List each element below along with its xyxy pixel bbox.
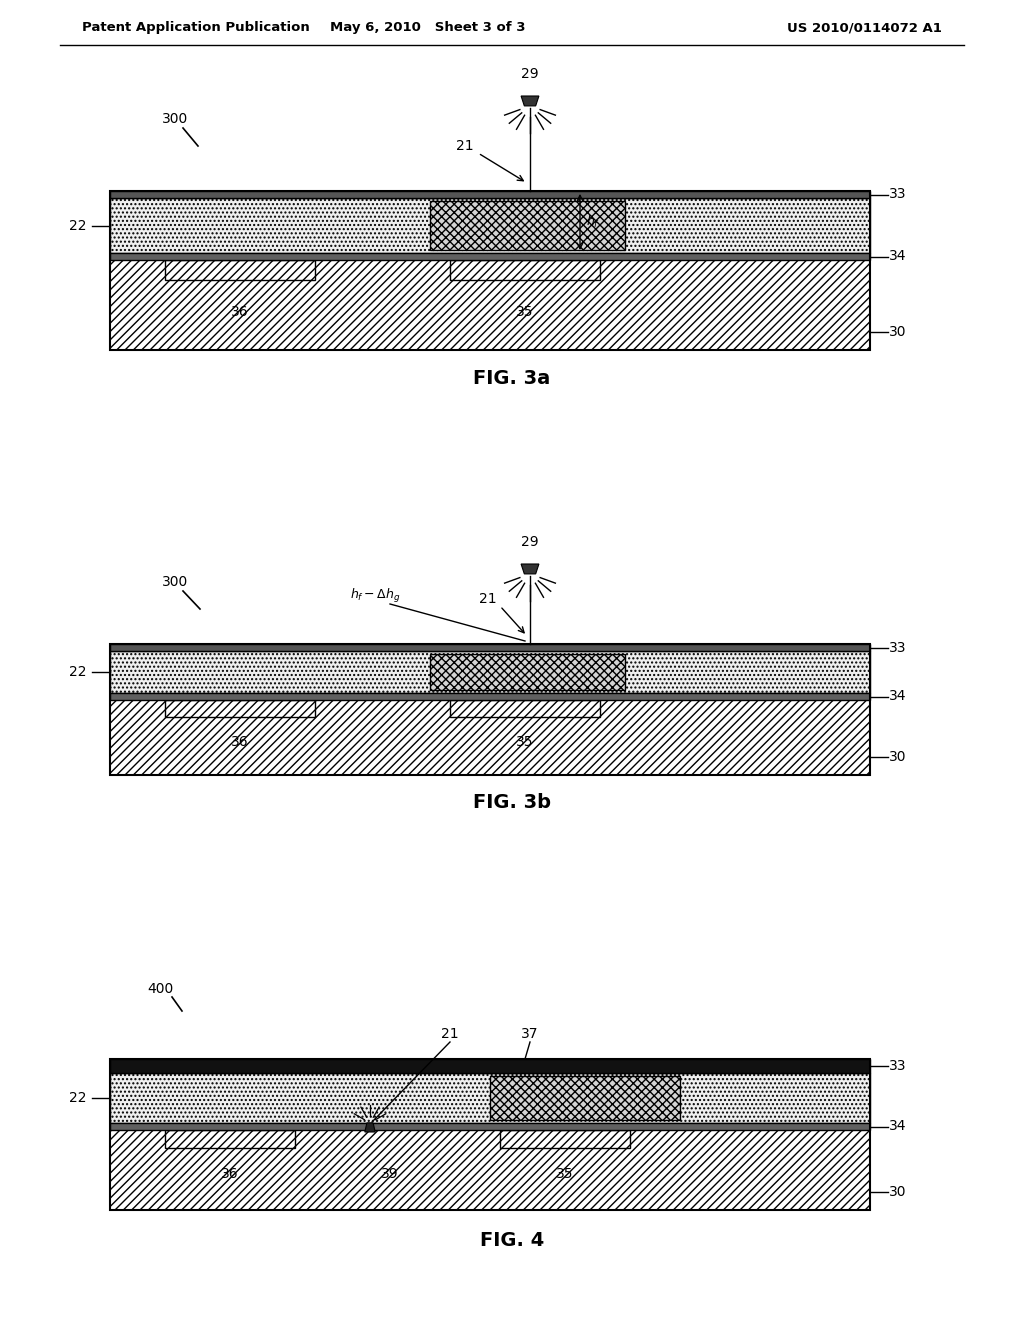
Text: 37: 37 (521, 1027, 539, 1041)
Text: 300: 300 (162, 576, 188, 589)
Bar (110, 191, 870, 350)
Text: 34: 34 (889, 689, 906, 704)
Text: 33: 33 (889, 640, 906, 655)
Text: 21: 21 (441, 1027, 459, 1041)
Bar (110, 1059, 870, 1073)
Bar (110, 1073, 870, 1123)
Text: 36: 36 (231, 735, 249, 748)
Bar (110, 693, 870, 700)
Text: US 2010/0114072 A1: US 2010/0114072 A1 (787, 21, 942, 34)
Bar (110, 1059, 870, 1210)
Bar (110, 253, 870, 260)
Text: FIG. 4: FIG. 4 (480, 1230, 544, 1250)
Bar (490, 1076, 680, 1119)
Text: 29: 29 (521, 67, 539, 81)
Text: 35: 35 (556, 1167, 573, 1181)
Bar (110, 1130, 870, 1210)
Text: 21: 21 (456, 139, 474, 153)
Bar (110, 644, 870, 651)
Bar (500, 1130, 630, 1148)
Text: 33: 33 (889, 1059, 906, 1073)
Bar (110, 198, 870, 253)
Bar (110, 1123, 870, 1130)
Bar (430, 201, 625, 249)
Text: 36: 36 (221, 1167, 239, 1181)
Text: FIG. 3a: FIG. 3a (473, 368, 551, 388)
Text: 22: 22 (70, 665, 87, 678)
Text: $h_f$: $h_f$ (586, 214, 600, 230)
Bar (110, 651, 870, 693)
Text: 36: 36 (231, 305, 249, 319)
Bar (430, 653, 625, 690)
Text: 30: 30 (889, 1185, 906, 1199)
Bar (450, 260, 600, 280)
Bar (110, 700, 870, 775)
Text: 22: 22 (70, 1092, 87, 1105)
Text: 30: 30 (889, 750, 906, 764)
Text: 39: 39 (381, 1167, 398, 1181)
Text: 400: 400 (146, 982, 173, 997)
Bar (165, 1130, 295, 1148)
Text: 29: 29 (521, 535, 539, 549)
Text: 35: 35 (516, 735, 534, 748)
Polygon shape (365, 1123, 375, 1133)
Text: FIG. 3b: FIG. 3b (473, 793, 551, 813)
Text: 21: 21 (479, 591, 497, 606)
Text: 300: 300 (162, 112, 188, 125)
Bar (450, 700, 600, 717)
Text: 34: 34 (889, 249, 906, 264)
Polygon shape (521, 96, 539, 106)
Text: Patent Application Publication: Patent Application Publication (82, 21, 309, 34)
Bar (110, 644, 870, 775)
Text: 35: 35 (516, 305, 534, 319)
Polygon shape (521, 564, 539, 574)
Bar (110, 260, 870, 350)
Text: $h_f - \Delta h_g$: $h_f - \Delta h_g$ (350, 587, 400, 605)
Text: May 6, 2010   Sheet 3 of 3: May 6, 2010 Sheet 3 of 3 (331, 21, 525, 34)
Text: 22: 22 (70, 219, 87, 232)
Bar (110, 191, 870, 198)
Bar (165, 260, 315, 280)
Bar (165, 700, 315, 717)
Text: 34: 34 (889, 1119, 906, 1134)
Text: 33: 33 (889, 187, 906, 202)
Text: 30: 30 (889, 325, 906, 339)
